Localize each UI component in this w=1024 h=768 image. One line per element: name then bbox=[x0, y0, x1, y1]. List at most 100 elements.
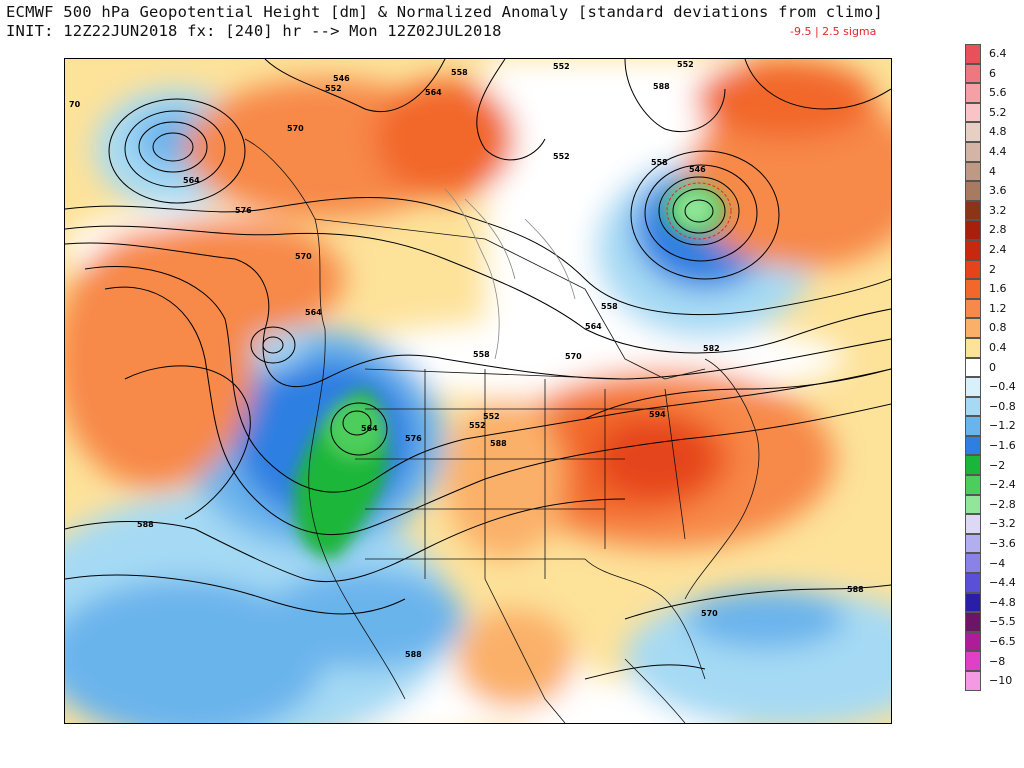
colorbar-swatch bbox=[965, 259, 981, 280]
height-contours bbox=[65, 59, 891, 680]
colorbar-label: −0.8 bbox=[989, 399, 1016, 413]
colorbar-label: 1.2 bbox=[989, 301, 1007, 315]
init-time-label: INIT: 12Z22JUN2018 fx: [240] hr --> Mon … bbox=[6, 22, 502, 40]
colorbar-swatch bbox=[965, 83, 981, 103]
colorbar-swatch bbox=[965, 102, 981, 123]
colorbar-label: −3.2 bbox=[989, 517, 1016, 531]
contour-label: 588 bbox=[653, 82, 670, 91]
colorbar-label: −0.4 bbox=[989, 380, 1016, 394]
colorbar-swatch bbox=[965, 298, 981, 319]
contour-label: 576 bbox=[405, 434, 422, 443]
colorbar-swatch bbox=[965, 631, 981, 652]
contour-label: 594 bbox=[649, 410, 666, 419]
chart-title: ECMWF 500 hPa Geopotential Height [dm] &… bbox=[6, 3, 883, 21]
colorbar-label: −2.8 bbox=[989, 497, 1016, 511]
colorbar-label: −6.5 bbox=[989, 635, 1016, 648]
colorbar-swatch bbox=[965, 671, 981, 691]
colorbar-swatch bbox=[965, 200, 981, 221]
anomaly-field bbox=[65, 59, 891, 723]
colorbar-swatch bbox=[965, 475, 981, 495]
colorbar-swatch bbox=[965, 455, 981, 476]
colorbar-swatch bbox=[965, 494, 981, 515]
sigma-outline bbox=[666, 182, 732, 240]
colorbar-label: 0.4 bbox=[989, 341, 1007, 354]
colorbar-label: 2.4 bbox=[989, 243, 1007, 256]
colorbar-swatch bbox=[965, 592, 981, 613]
colorbar-swatch bbox=[965, 514, 981, 534]
anomaly-map: 546 558 552 552 552 564 570 564 576 570 564 546 552 5… bbox=[64, 58, 892, 724]
colorbar-label: 0.8 bbox=[989, 321, 1007, 335]
colorbar-label: 4.8 bbox=[989, 125, 1007, 139]
colorbar-label: 6 bbox=[989, 66, 996, 80]
colorbar-swatch bbox=[965, 122, 981, 142]
colorbar-label: −1.6 bbox=[989, 439, 1016, 452]
colorbar-label: −8 bbox=[989, 654, 1006, 668]
colorbar-label: −5.5 bbox=[989, 615, 1016, 629]
political-boundaries bbox=[244, 138, 760, 723]
contour-label: 70 bbox=[69, 100, 81, 109]
contour-label: 546 bbox=[333, 74, 350, 83]
colorbar-swatch bbox=[965, 220, 981, 240]
contour-label: 582 bbox=[703, 344, 720, 353]
contour-label: 552 bbox=[677, 60, 694, 69]
colorbar-swatch bbox=[965, 181, 981, 201]
colorbar-swatch bbox=[965, 44, 981, 64]
contour-label: 564 bbox=[425, 88, 442, 97]
colorbar-swatch bbox=[965, 612, 981, 632]
colorbar-swatch bbox=[965, 416, 981, 436]
colorbar-swatch bbox=[965, 435, 981, 456]
colorbar-label: 3.2 bbox=[989, 203, 1007, 217]
colorbar-label: −4.4 bbox=[989, 576, 1016, 590]
colorbar-label: 1.6 bbox=[989, 282, 1007, 296]
contour-label: 552 bbox=[325, 84, 342, 93]
colorbar-swatch bbox=[965, 141, 981, 162]
contour-label: 570 bbox=[701, 609, 718, 618]
contour-label: 552 bbox=[469, 421, 486, 430]
colorbar-swatch bbox=[965, 357, 981, 378]
contour-label: 558 bbox=[601, 302, 618, 311]
contour-label: 570 bbox=[295, 252, 312, 261]
colorbar-label: 0 bbox=[989, 360, 996, 374]
contour-label: 546 bbox=[689, 165, 706, 174]
colorbar-label: 2 bbox=[989, 262, 996, 276]
colorbar-label: 2.8 bbox=[989, 223, 1007, 237]
colorbar-swatch bbox=[965, 533, 981, 554]
colorbar-swatch bbox=[965, 651, 981, 671]
sigma-extrema-label: -9.5 | 2.5 sigma bbox=[790, 25, 877, 38]
colorbar-label: −2 bbox=[989, 458, 1006, 472]
contour-label: 570 bbox=[565, 352, 582, 361]
colorbar-swatch bbox=[965, 279, 981, 299]
colorbar-label: 6.4 bbox=[989, 47, 1007, 60]
colorbar bbox=[965, 44, 981, 691]
contour-label: 552 bbox=[483, 412, 500, 421]
colorbar-swatch bbox=[965, 377, 981, 397]
contour-label: 588 bbox=[847, 585, 864, 594]
contour-label: 552 bbox=[553, 62, 570, 71]
contour-label: 558 bbox=[651, 158, 668, 167]
contour-label: 588 bbox=[405, 650, 422, 659]
colorbar-label: 4 bbox=[989, 164, 996, 178]
contour-label: 564 bbox=[361, 424, 378, 433]
colorbar-swatch bbox=[965, 553, 981, 574]
contour-label: 564 bbox=[305, 308, 322, 317]
colorbar-label: −3.6 bbox=[989, 537, 1016, 550]
colorbar-label: −4.8 bbox=[989, 595, 1016, 609]
contour-label: 558 bbox=[473, 350, 490, 359]
colorbar-swatch bbox=[965, 63, 981, 84]
colorbar-swatch bbox=[965, 396, 981, 417]
colorbar-label: 3.6 bbox=[989, 184, 1007, 198]
colorbar-swatch bbox=[965, 239, 981, 260]
contour-label: 576 bbox=[235, 206, 252, 215]
contour-label: 570 bbox=[287, 124, 304, 133]
colorbar-swatch bbox=[965, 161, 981, 182]
colorbar-label: −4 bbox=[989, 556, 1006, 570]
terrain-lines bbox=[444, 188, 576, 360]
colorbar-swatch bbox=[965, 318, 981, 338]
colorbar-label: −10 bbox=[989, 674, 1013, 688]
contour-label: 588 bbox=[137, 520, 154, 529]
colorbar-label: −2.4 bbox=[989, 478, 1016, 492]
colorbar-label: −1.2 bbox=[989, 419, 1016, 433]
colorbar-label: 5.2 bbox=[989, 105, 1007, 119]
